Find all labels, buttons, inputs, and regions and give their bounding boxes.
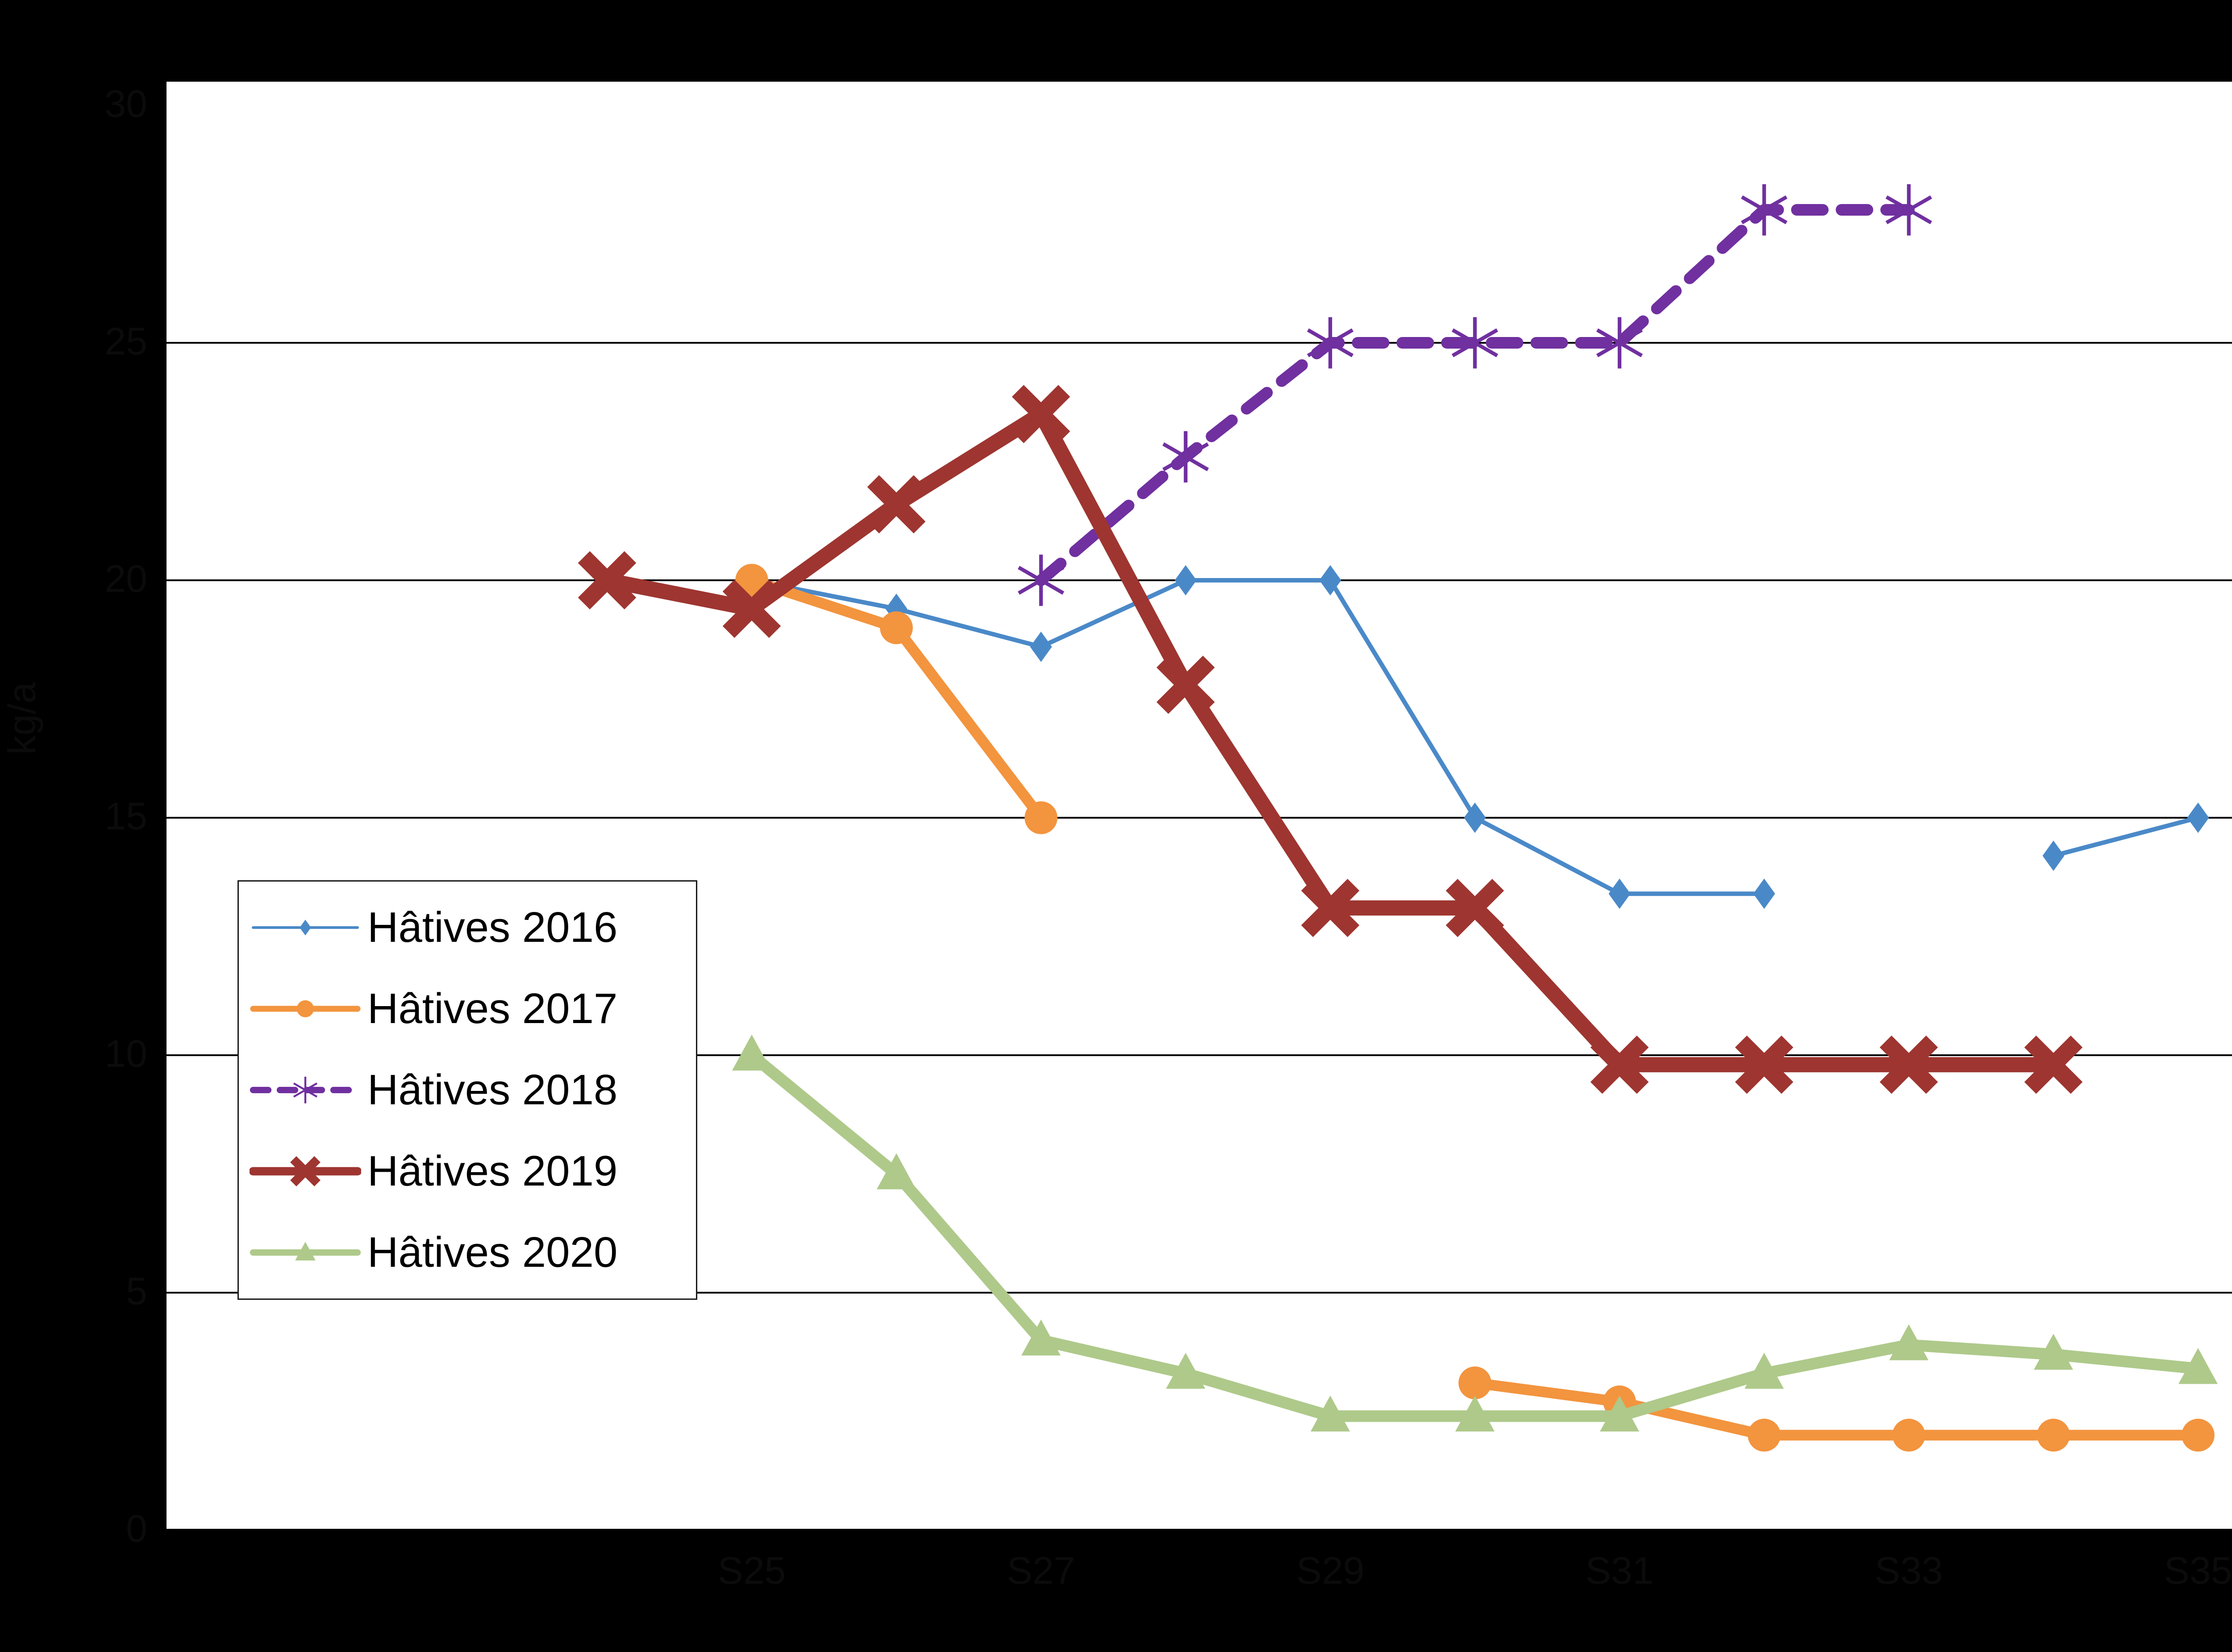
x-axis-tick-label: S29 — [1296, 1549, 1365, 1592]
data-point — [2178, 1348, 2218, 1384]
legend-marker-asterisk-icon — [250, 1077, 361, 1103]
data-point — [2024, 1036, 2083, 1094]
data-point — [1156, 655, 1215, 714]
legend[interactable]: Hâtives 2016 Hâtives 2017 Hâtives 2018 Hâti… — [237, 880, 697, 1300]
data-point — [1741, 184, 1788, 236]
data-point — [867, 475, 926, 533]
data-point — [1596, 317, 1643, 369]
data-point — [578, 551, 637, 610]
series-4 — [578, 385, 2083, 1094]
legend-marker-triangle-icon — [250, 1241, 361, 1261]
data-point — [1892, 1419, 1925, 1452]
data-point — [1162, 431, 1209, 483]
series-1 — [741, 565, 2209, 909]
data-point — [1319, 565, 1341, 595]
data-point — [2037, 1419, 2070, 1452]
data-point — [1600, 1395, 1639, 1431]
data-point — [1590, 1036, 1649, 1094]
y-axis-tick-label: 20 — [104, 558, 147, 600]
y-axis-tick-label: 10 — [104, 1032, 147, 1075]
series-3 — [1017, 184, 1932, 606]
plot-area — [165, 80, 2232, 1530]
data-point — [722, 579, 781, 638]
x-axis-tick-label: S25 — [717, 1549, 786, 1592]
data-point — [1166, 1352, 1205, 1389]
legend-marker-circle-icon — [250, 1000, 361, 1018]
series-layer — [578, 184, 2218, 1452]
data-point — [1174, 565, 1197, 595]
legend-item-2[interactable]: Hâtives 2017 — [239, 969, 696, 1049]
data-point — [735, 564, 768, 597]
data-point — [2182, 1419, 2215, 1452]
y-axis-tick-label: 25 — [104, 320, 147, 363]
series-line — [750, 578, 1766, 896]
data-point — [1451, 317, 1499, 369]
legend-item-label: Hâtives 2017 — [367, 985, 618, 1032]
x-axis-tick-label: S33 — [1874, 1549, 1943, 1592]
data-point — [1311, 1395, 1350, 1431]
legend-item-label: Hâtives 2018 — [367, 1066, 618, 1114]
data-point — [1748, 1419, 1781, 1452]
x-axis-tick-label: S27 — [1007, 1549, 1075, 1592]
data-point — [1458, 1366, 1491, 1399]
y-axis-tick-label: 30 — [104, 83, 147, 125]
data-point — [1030, 631, 1052, 662]
legend-item-label: Hâtives 2020 — [367, 1228, 618, 1276]
series-line — [746, 1049, 2204, 1422]
data-point — [1455, 1395, 1495, 1431]
chart-canvas — [167, 184, 2232, 1452]
data-point — [1445, 878, 1504, 937]
legend-item-label: Hâtives 2019 — [367, 1147, 618, 1195]
y-axis-tick-label: 15 — [104, 795, 147, 838]
data-point — [1753, 878, 1775, 909]
data-point — [732, 1034, 771, 1071]
legend-item-4[interactable]: Hâtives 2019 — [239, 1131, 696, 1211]
data-point — [2042, 841, 2065, 871]
data-point — [877, 1153, 916, 1190]
series-line — [1470, 1377, 2203, 1441]
data-point — [1889, 1324, 1928, 1361]
series-line — [600, 406, 2061, 1073]
legend-item-3[interactable]: Hâtives 2018 — [239, 1050, 696, 1130]
series-5 — [732, 1034, 2218, 1431]
y-axis-tick-label: 5 — [126, 1270, 147, 1313]
series-line — [1035, 204, 1915, 586]
data-point — [1745, 1352, 1784, 1389]
legend-item-1[interactable]: Hâtives 2016 — [239, 887, 696, 968]
data-point — [1885, 184, 1932, 236]
data-point — [1024, 801, 1058, 834]
data-point — [1012, 385, 1070, 443]
data-point — [1735, 1036, 1794, 1094]
y-axis-tick-label: 0 — [126, 1507, 147, 1550]
series-2 — [735, 564, 2215, 1452]
data-point — [1307, 317, 1354, 369]
data-point — [2034, 1334, 2073, 1370]
data-point — [880, 611, 913, 645]
data-point — [1021, 1319, 1061, 1356]
legend-item-5[interactable]: Hâtives 2020 — [239, 1212, 696, 1293]
data-point — [1464, 803, 1486, 833]
data-point — [1608, 878, 1631, 909]
legend-marker-x-icon — [250, 1156, 361, 1186]
x-axis-tick-label: S31 — [1585, 1549, 1654, 1592]
legend-marker-diamond-icon — [252, 920, 359, 936]
x-axis-tick-label: S35 — [2164, 1549, 2232, 1592]
data-point — [1017, 554, 1065, 606]
data-point — [2187, 803, 2209, 833]
legend-item-label: Hâtives 2016 — [367, 903, 618, 951]
data-point — [1879, 1036, 1938, 1094]
data-point — [1301, 878, 1360, 937]
series-line — [2051, 816, 2200, 858]
